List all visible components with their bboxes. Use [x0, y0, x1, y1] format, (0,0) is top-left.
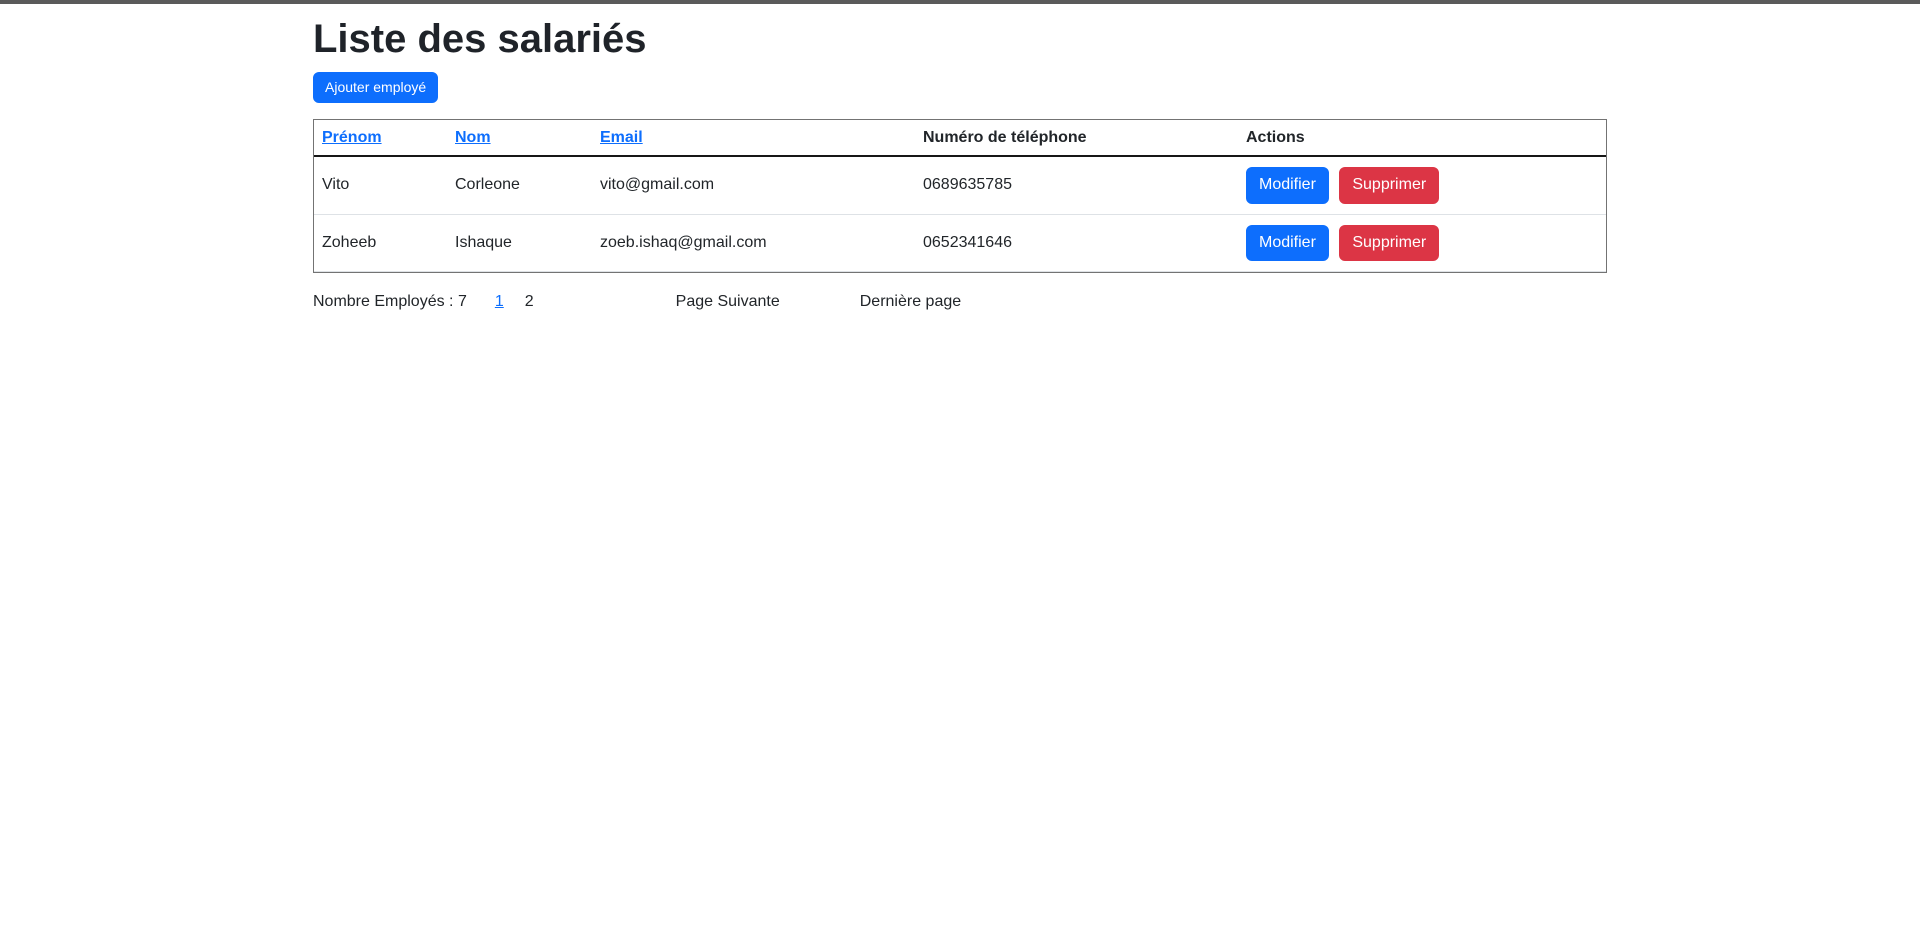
main-container: Liste des salariés Ajouter employé Préno… — [313, 16, 1607, 311]
cell-actions: Modifier Supprimer — [1238, 156, 1606, 214]
table-row: Zoheeb Ishaque zoeb.ishaq@gmail.com 0652… — [314, 214, 1606, 272]
delete-button[interactable]: Supprimer — [1339, 166, 1440, 204]
top-border-bar — [0, 0, 1920, 4]
table-row: Vito Corleone vito@gmail.com 0689635785 … — [314, 156, 1606, 215]
cell-email: zoeb.ishaq@gmail.com — [600, 234, 767, 252]
page-link-1[interactable]: 1 — [494, 293, 504, 311]
cell-email: vito@gmail.com — [600, 176, 715, 194]
cell-telephone: 0689635785 — [923, 176, 1012, 194]
pagination-bar: Nombre Employés : 7 1 2 Page Suivante De… — [313, 293, 1607, 311]
add-employee-button[interactable]: Ajouter employé — [313, 72, 439, 103]
cell-telephone: 0652341646 — [923, 234, 1012, 252]
cell-prenom: Zoheeb — [322, 234, 377, 252]
employee-count-label: Nombre Employés : 7 — [313, 293, 467, 311]
delete-button[interactable]: Supprimer — [1339, 224, 1440, 262]
cell-nom: Corleone — [455, 176, 520, 194]
cell-prenom: Vito — [322, 176, 350, 194]
cell-nom: Ishaque — [455, 234, 512, 252]
last-page-button[interactable]: Dernière page — [859, 293, 962, 311]
table-header-row: Prénom Nom Email Numéro de téléphone Act… — [314, 119, 1606, 157]
header-prenom: Prénom — [314, 119, 447, 157]
header-nom: Nom — [447, 119, 592, 157]
sort-nom-link[interactable]: Nom — [455, 128, 491, 146]
page-link-2[interactable]: 2 — [524, 293, 534, 311]
header-telephone: Numéro de téléphone — [915, 119, 1238, 157]
cell-actions: Modifier Supprimer — [1238, 214, 1606, 272]
header-email: Email — [592, 119, 915, 157]
modify-button[interactable]: Modifier — [1246, 166, 1329, 204]
sort-prenom-link[interactable]: Prénom — [322, 128, 382, 146]
next-page-button[interactable]: Page Suivante — [675, 293, 780, 311]
employees-table-frame: Prénom Nom Email Numéro de téléphone Act… — [313, 118, 1607, 274]
page-title: Liste des salariés — [313, 17, 647, 61]
header-actions: Actions — [1238, 119, 1606, 157]
sort-email-link[interactable]: Email — [600, 128, 643, 146]
employees-table: Prénom Nom Email Numéro de téléphone Act… — [314, 119, 1606, 273]
modify-button[interactable]: Modifier — [1246, 224, 1329, 262]
